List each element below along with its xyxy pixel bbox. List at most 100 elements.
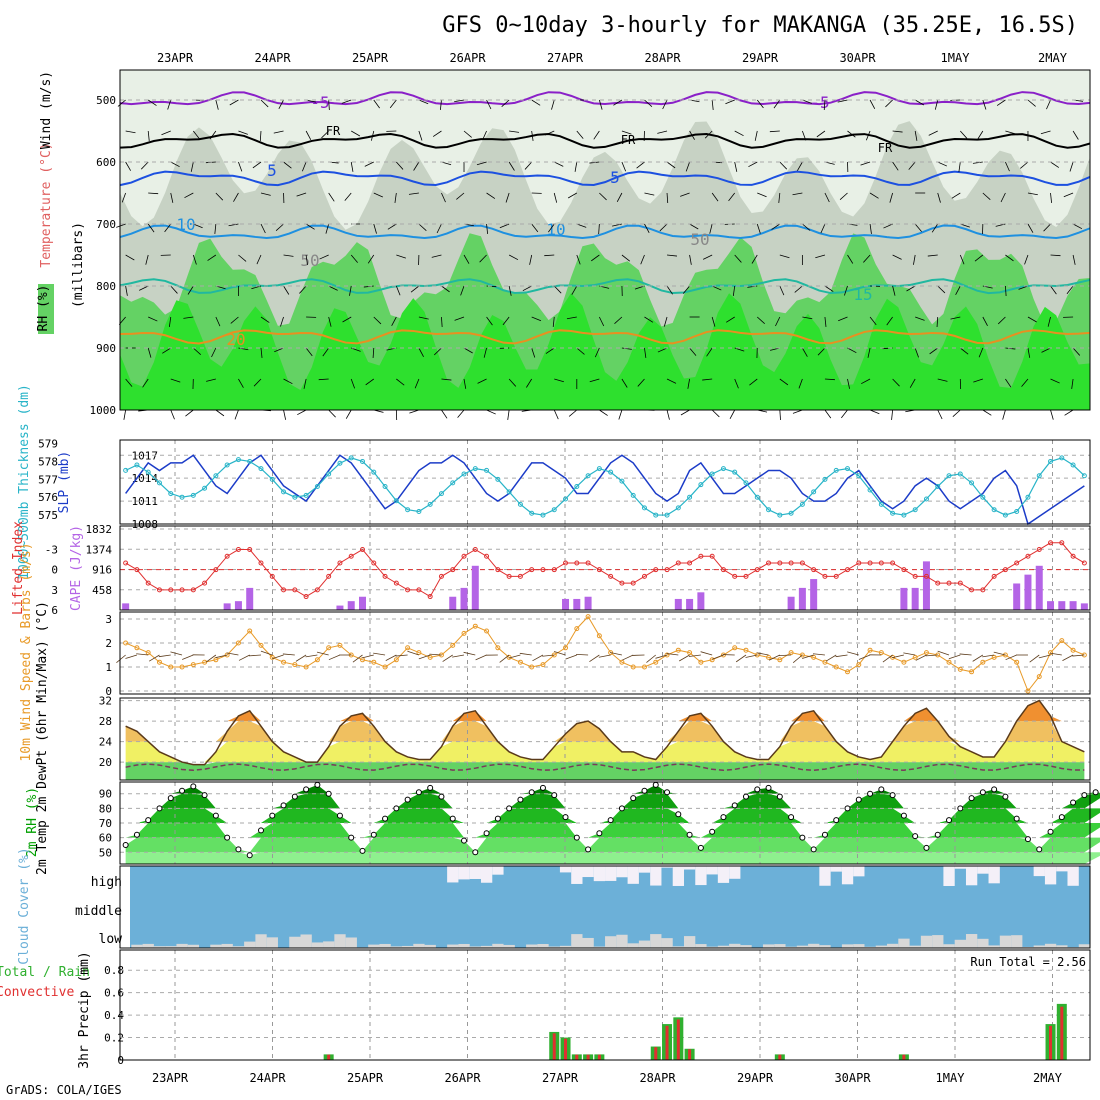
thickness-point <box>754 494 760 500</box>
wind-barb <box>847 378 850 389</box>
wind-barb <box>252 161 262 169</box>
wind-barb <box>508 254 519 261</box>
high-cloud-gap <box>717 866 730 883</box>
wind-barb <box>170 161 180 168</box>
wind-speed-point <box>980 659 986 665</box>
thickness-point <box>179 494 185 500</box>
wind-barb <box>529 254 533 265</box>
low-cloud-gap <box>334 934 346 948</box>
low-cloud-gap <box>909 945 921 948</box>
wind-speed-point <box>314 657 320 663</box>
wind-barb <box>350 378 356 389</box>
wind-barb <box>621 130 632 135</box>
wind-barb <box>1050 409 1054 420</box>
wind-barb <box>273 130 284 134</box>
wind-barb <box>734 254 742 263</box>
wind-barb <box>1005 285 1007 297</box>
wind-barb <box>207 254 217 261</box>
chart-title: GFS 0~10day 3-hourly for MAKANGA (35.25E… <box>442 13 1078 38</box>
wind-speed-point <box>371 659 377 665</box>
wind-barb <box>260 192 271 196</box>
wind-speed-point <box>235 640 241 646</box>
wind-barb <box>802 223 811 231</box>
low-cloud-gap <box>808 943 820 948</box>
cape-bar <box>584 596 592 610</box>
low-cloud-gap <box>999 935 1012 948</box>
convective-bar <box>665 1025 669 1060</box>
wind-barb <box>621 254 631 262</box>
temp-tick: 28 <box>99 715 112 728</box>
wind-barb <box>551 99 555 110</box>
wind-barb <box>552 316 555 327</box>
temp-tick: 24 <box>99 736 113 749</box>
wind-axis-label: 10m Wind Speed & Barbs (m/s) <box>19 542 34 761</box>
low-cloud-gap <box>537 944 549 948</box>
high-cloud-gap <box>841 866 854 885</box>
li-point <box>777 560 783 566</box>
wind-barb <box>373 192 384 198</box>
low-cloud-gap <box>695 944 707 948</box>
thickness-axis-label: 1000~500mb Thickness (dm) <box>17 384 32 580</box>
li-point <box>630 580 636 586</box>
wind-barb <box>283 161 292 169</box>
wind-barb <box>687 378 690 389</box>
thickness-point <box>461 471 467 477</box>
wind-barb <box>779 409 781 421</box>
convective-bar <box>586 1054 590 1060</box>
thickness-tick: 577 <box>38 473 58 486</box>
wind-barb <box>666 378 677 384</box>
wind-barb <box>1038 654 1051 659</box>
wind-barb <box>734 130 744 137</box>
rh-band-90 <box>120 293 1090 410</box>
wind-barb <box>553 192 558 203</box>
wind-barb <box>937 650 950 656</box>
thickness-point <box>563 496 569 502</box>
rh-point <box>810 846 817 853</box>
wind-speed-point <box>405 645 411 651</box>
wind-barb <box>903 652 916 656</box>
wind-barb <box>824 285 834 292</box>
wind-speed-point <box>393 657 399 663</box>
wind-barb <box>982 316 988 327</box>
panel-frame <box>119 949 1091 1061</box>
low-cloud-gap <box>402 945 414 948</box>
date-label-bottom: 25APR <box>347 1071 384 1085</box>
wind-barb <box>937 161 948 167</box>
pressure-tick: 900 <box>96 342 116 355</box>
wind-speed-point <box>867 647 873 653</box>
wind-barb <box>260 316 270 323</box>
wind-barb <box>282 653 295 656</box>
date-label-top: 1MAY <box>941 51 971 65</box>
wind-barb <box>501 99 510 107</box>
temp-contour-line <box>119 224 1091 240</box>
li-point <box>698 553 704 559</box>
low-cloud-gap <box>932 935 944 948</box>
panel-frame <box>119 439 1091 525</box>
thickness-point <box>777 512 783 518</box>
wind-barb <box>820 223 826 234</box>
wind-barb <box>802 347 808 357</box>
low-cloud-gap <box>413 943 425 948</box>
thickness-point <box>630 492 636 498</box>
rh-point <box>483 830 490 837</box>
li-point <box>134 567 140 573</box>
wind-barb <box>982 192 991 200</box>
rh-point <box>776 793 783 800</box>
wind-barb <box>117 99 126 107</box>
thickness-tick: 579 <box>38 438 58 451</box>
low-cloud-gap <box>920 935 933 948</box>
li-point <box>766 560 772 566</box>
wind-barb <box>892 161 899 171</box>
cape-bar <box>347 601 355 610</box>
wind-speed-point <box>190 662 196 668</box>
wind-barb <box>463 651 476 656</box>
wind-barb <box>499 223 510 229</box>
wind-barb <box>616 192 623 203</box>
wind-barb <box>914 347 919 358</box>
rh-band <box>125 808 1100 823</box>
wind-barb <box>341 99 352 104</box>
rh-point <box>438 793 445 800</box>
date-label-top: 24APR <box>254 51 291 65</box>
wind-barb <box>614 316 623 324</box>
wind-barb <box>147 347 152 358</box>
